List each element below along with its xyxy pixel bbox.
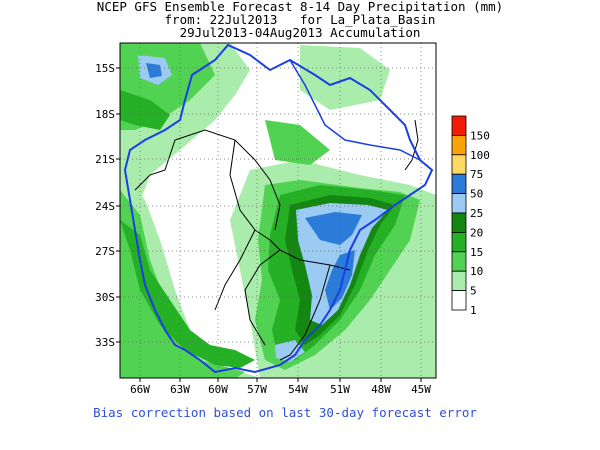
map-title-line-2: from: 22Jul2013 for La_Plata_Basin (164, 12, 436, 27)
bias-correction-note: Bias correction based on last 30-day for… (93, 405, 477, 420)
lat-label: 15S (95, 62, 115, 75)
lat-label: 21S (95, 153, 115, 166)
legend-swatch (451, 290, 467, 311)
color-legend: 150 100 75 50 25 20 15 10 5 1 (451, 115, 490, 317)
legend-label: 50 (470, 188, 483, 201)
legend-swatch (451, 270, 467, 292)
legend-swatch (451, 212, 467, 233)
legend-swatch (451, 231, 467, 253)
map-area (116, 42, 437, 382)
legend-label: 1 (470, 304, 477, 317)
lat-label: 18S (95, 108, 115, 121)
longitude-labels: 66W 63W 60W 57W 54W 51W 48W 45W (130, 383, 431, 396)
inner-basin-divide (289, 59, 421, 161)
legend-swatch (451, 134, 467, 156)
legend-label: 10 (470, 265, 483, 278)
legend-swatch (451, 115, 467, 136)
legend-label: 150 (470, 129, 490, 142)
legend-swatch (451, 173, 467, 194)
lat-label: 30S (95, 291, 115, 304)
legend-swatch (451, 154, 467, 175)
lon-label: 63W (170, 383, 190, 396)
gridlines (116, 43, 436, 382)
legend-label: 100 (470, 149, 490, 162)
lon-label: 45W (411, 383, 431, 396)
lon-label: 66W (130, 383, 150, 396)
lon-label: 57W (247, 383, 267, 396)
legend-label: 75 (470, 168, 483, 181)
legend-swatch (451, 193, 467, 214)
lat-label: 27S (95, 245, 115, 258)
legend-label: 20 (470, 226, 483, 239)
lon-label: 54W (288, 383, 308, 396)
legend-label: 15 (470, 246, 483, 259)
map-title-line-1: NCEP GFS Ensemble Forecast 8-14 Day Prec… (96, 0, 504, 14)
lat-label: 33S (95, 336, 115, 349)
lat-label: 24S (95, 200, 115, 213)
legend-label: 5 (470, 285, 477, 298)
map-frame (119, 42, 437, 379)
legend-swatch (451, 251, 467, 272)
lon-label: 51W (330, 383, 350, 396)
map-title-line-3: 29Jul2013-04Aug2013 Accumulation (179, 25, 421, 40)
lon-label: 48W (371, 383, 391, 396)
la-plata-basin-outline (123, 43, 434, 374)
lon-label: 60W (208, 383, 228, 396)
legend-label: 25 (470, 207, 483, 220)
latitude-labels: 15S 18S 21S 24S 27S 30S 33S (95, 62, 115, 349)
